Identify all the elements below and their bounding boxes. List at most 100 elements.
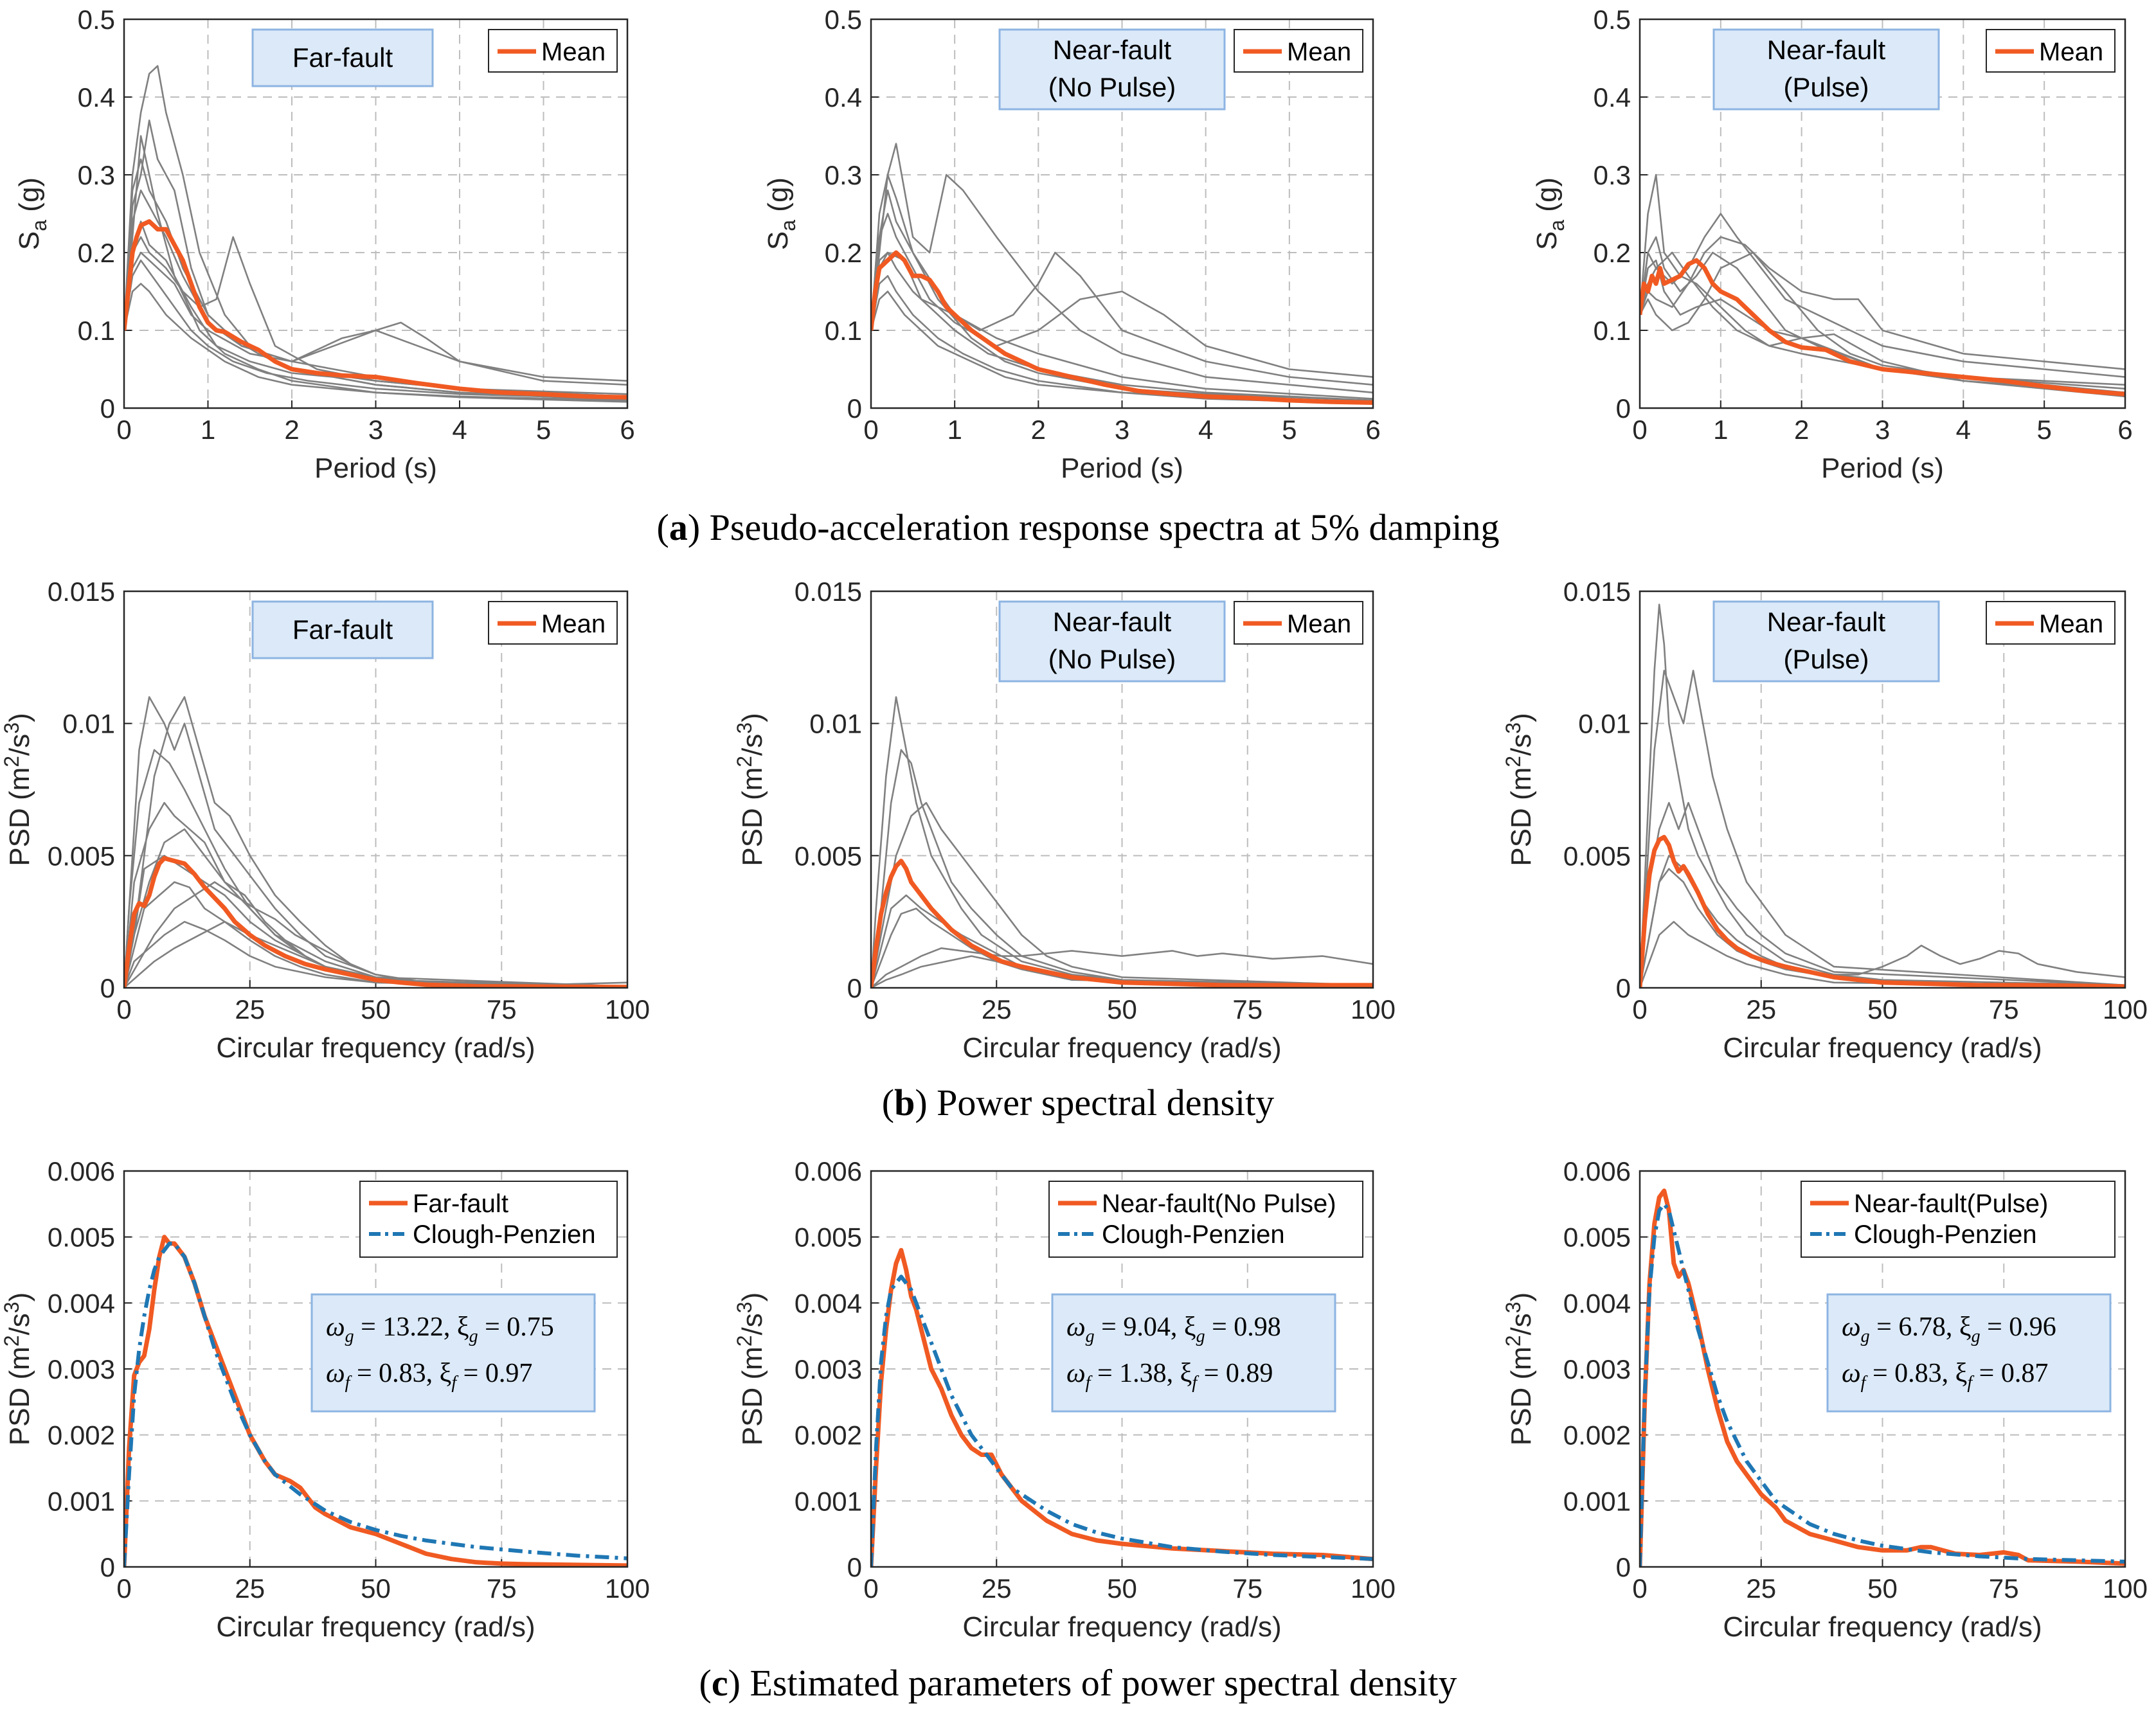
x-tick-label: 50 [1867,1573,1898,1604]
caption-b: (b) Power spectral density [882,1082,1275,1123]
y-tick-label: 0.005 [795,841,862,871]
x-tick-label: 5 [536,415,551,445]
record-type-label: (Pulse) [1783,644,1869,674]
y-axis-label: PSD (m2/s3) [733,1292,768,1445]
y-tick-label: 0.005 [1563,1222,1631,1253]
mean-line [871,859,1373,988]
y-tick-label: 0.01 [62,709,115,739]
record-line-8 [124,749,627,988]
axes-box [1639,590,2126,989]
y-tick-label: 0.015 [1563,576,1631,607]
legend-label: Clough-Penzien [1102,1220,1285,1249]
record-type-label: (Pulse) [1783,72,1869,102]
axes-box [123,18,629,409]
x-tick-label: 75 [1989,1573,2019,1604]
x-tick-label: 50 [1107,994,1137,1024]
record-type-label: Far-fault [292,614,393,645]
x-tick-label: 1 [1713,415,1728,445]
y-tick-label: 0.002 [795,1420,862,1451]
legend-box [359,1181,618,1258]
chart-panel-8: 0 25 50 75 100 0 0.001 0.002 0.003 0.004 0.005 0.00… [733,1156,1396,1643]
x-tick-label: 25 [982,994,1012,1024]
x-tick-label: 100 [1351,1573,1396,1604]
y-tick-label: 0.5 [825,4,862,35]
x-tick-label: 0 [116,1573,131,1604]
x-tick-label: 2 [1794,415,1809,445]
parameter-line: ωf = 1.38, ξf = 0.89 [1066,1359,1273,1393]
parameter-box [1051,1293,1336,1413]
y-tick-label: 0.005 [1563,841,1631,871]
x-tick-label: 75 [487,1573,517,1604]
axes-box [1639,1170,2126,1568]
record-line-3 [871,801,1373,988]
axes-box [870,18,1374,409]
record-type-box [998,600,1226,683]
legend-label: Mean [1287,610,1351,638]
y-tick-label: 0 [1616,973,1631,1003]
x-axis-label: Circular frequency (rad/s) [216,1032,535,1064]
y-axis-label: PSD (m2/s3) [1502,1292,1537,1445]
x-tick-label: 6 [1365,415,1380,445]
record-type-box [1712,28,1940,111]
x-tick-label: 75 [1232,1573,1262,1604]
y-tick-label: 0 [847,393,862,424]
mean-line [124,219,627,400]
record-line-8 [124,259,627,400]
x-axis-label: Period (s) [1821,452,1944,484]
mean-line [1640,1188,2125,1567]
x-tick-label: 50 [361,994,391,1024]
y-tick-label: 0 [847,973,862,1003]
x-tick-label: 0 [1632,1573,1647,1604]
y-tick-label: 0.1 [825,316,862,346]
y-tick-label: 0.3 [1594,160,1631,190]
y-tick-label: 0.2 [78,238,115,268]
y-tick-label: 0.4 [78,82,115,112]
y-tick-label: 0.4 [825,82,862,112]
y-tick-label: 0.003 [795,1354,862,1384]
record-type-label: (No Pulse) [1048,72,1176,102]
x-tick-label: 100 [1351,994,1396,1024]
x-tick-label: 4 [452,415,467,445]
x-axis-label: Circular frequency (rad/s) [1723,1032,2042,1064]
x-axis-label: Circular frequency (rad/s) [962,1032,1281,1064]
legend-label: Clough-Penzien [413,1220,596,1249]
y-tick-label: 0.004 [1563,1288,1631,1318]
record-type-box [251,600,434,659]
y-tick-label: 0.2 [825,238,862,268]
axes-box [123,590,629,989]
record-line-2 [871,251,1373,386]
chart-panel-6: 0 25 50 75 100 0 0.005 0.01 0.015 Circular freque… [1502,576,2148,1064]
y-tick-label: 0.002 [48,1420,115,1451]
y-tick-label: 0.3 [78,160,115,190]
mean-line [871,1247,1373,1567]
x-tick-label: 0 [863,1573,878,1604]
mean-line [124,1235,627,1567]
y-tick-label: 0.5 [78,4,115,35]
y-axis-label: PSD (m2/s3) [1502,713,1537,866]
x-tick-label: 25 [1746,1573,1776,1604]
record-line-2 [871,749,1373,988]
y-axis-label: Sa (g) [1531,177,1568,250]
parameter-box [310,1293,596,1413]
legend-box [1801,1181,2116,1258]
y-tick-label: 0.002 [1563,1420,1631,1451]
x-tick-label: 100 [605,994,650,1024]
x-tick-label: 100 [2103,1573,2148,1604]
legend-label: Mean [2039,38,2103,66]
record-type-label: (No Pulse) [1048,644,1176,674]
y-tick-label: 0.1 [1594,316,1631,346]
y-tick-label: 0.005 [48,841,115,871]
y-tick-label: 0.003 [1563,1354,1631,1384]
x-tick-label: 0 [863,994,878,1024]
x-tick-label: 4 [1956,415,1971,445]
legend-label: Near-fault(No Pulse) [1102,1190,1336,1218]
record-line-4 [871,947,1373,988]
record-line-7 [871,290,1373,404]
parameter-box [1826,1293,2112,1413]
y-tick-label: 0.4 [1594,82,1631,112]
mean-line [124,855,627,988]
x-tick-label: 5 [1282,415,1297,445]
clough-penzien-line [1640,1202,2125,1567]
mean-line [1640,835,2125,988]
